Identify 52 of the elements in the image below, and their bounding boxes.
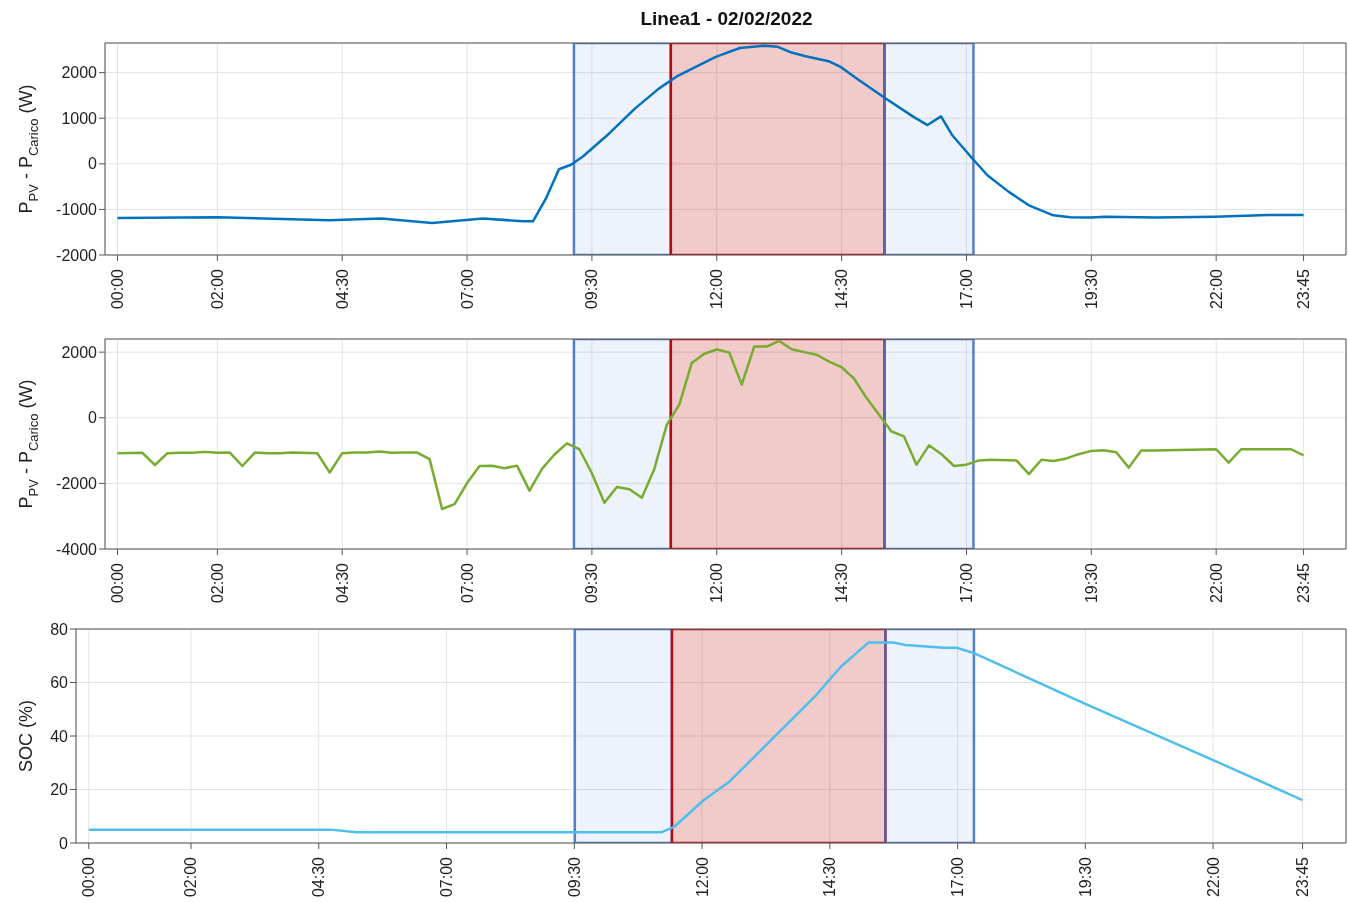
y-tick-label: -4000 xyxy=(56,540,98,558)
x-tick-label: 19:30 xyxy=(1082,562,1100,604)
x-tick-label: 14:30 xyxy=(821,856,839,898)
y-axis-title: SOC (%) xyxy=(16,700,36,772)
x-tick-label: 22:00 xyxy=(1207,562,1225,604)
y-tick-label: -2000 xyxy=(56,475,98,493)
x-tick-label: 07:00 xyxy=(458,268,476,310)
x-tick-label: 12:00 xyxy=(708,268,726,310)
y-tick-label: 80 xyxy=(50,620,69,638)
chart-title: Linea1 - 02/02/2022 xyxy=(639,8,814,30)
x-tick-label: 12:00 xyxy=(693,856,711,898)
x-tick-label: 02:00 xyxy=(182,856,200,898)
x-tick-label: 23:45 xyxy=(1295,562,1313,604)
x-tick-label: 14:30 xyxy=(833,268,851,310)
line-series xyxy=(116,339,1305,511)
x-tick-label: 19:30 xyxy=(1082,268,1100,310)
x-tick-label: 02:00 xyxy=(208,562,226,604)
y-tick-label: 0 xyxy=(88,155,98,173)
y-tick-label: 0 xyxy=(59,834,69,852)
y-tick-label: 2000 xyxy=(61,64,98,82)
x-tick-label: 23:45 xyxy=(1295,268,1313,310)
y-tick-label: 40 xyxy=(50,727,69,745)
line-series xyxy=(87,641,1304,834)
x-tick-label: 04:30 xyxy=(310,856,328,898)
y-tick-label: 20 xyxy=(50,781,69,799)
x-tick-label: 04:30 xyxy=(333,562,351,604)
x-tick-label: 07:00 xyxy=(458,562,476,604)
x-tick-label: 12:00 xyxy=(708,562,726,604)
y-tick-label: 60 xyxy=(50,674,69,692)
x-tick-label: 00:00 xyxy=(108,268,126,310)
x-tick-label: 22:00 xyxy=(1204,856,1222,898)
x-tick-label: 17:00 xyxy=(949,856,967,898)
y-tick-label: 2000 xyxy=(61,343,98,361)
y-tick-label: 1000 xyxy=(61,109,98,127)
x-tick-label: 04:30 xyxy=(333,268,351,310)
x-tick-label: 00:00 xyxy=(108,562,126,604)
x-tick-label: 09:30 xyxy=(583,562,601,604)
y-tick-label: -2000 xyxy=(56,246,98,264)
x-tick-label: 17:00 xyxy=(957,562,975,604)
x-tick-label: 09:30 xyxy=(565,856,583,898)
x-tick-label: 09:30 xyxy=(583,268,601,310)
x-tick-label: 19:30 xyxy=(1076,856,1094,898)
x-tick-label: 00:00 xyxy=(80,856,98,898)
y-tick-label: -1000 xyxy=(56,201,98,219)
x-tick-label: 02:00 xyxy=(208,268,226,310)
x-tick-label: 17:00 xyxy=(957,268,975,310)
x-tick-label: 22:00 xyxy=(1207,268,1225,310)
y-tick-label: 0 xyxy=(88,409,98,427)
x-tick-label: 07:00 xyxy=(438,856,456,898)
line-series xyxy=(116,44,1305,225)
x-tick-label: 23:45 xyxy=(1294,856,1312,898)
x-tick-label: 14:30 xyxy=(833,562,851,604)
